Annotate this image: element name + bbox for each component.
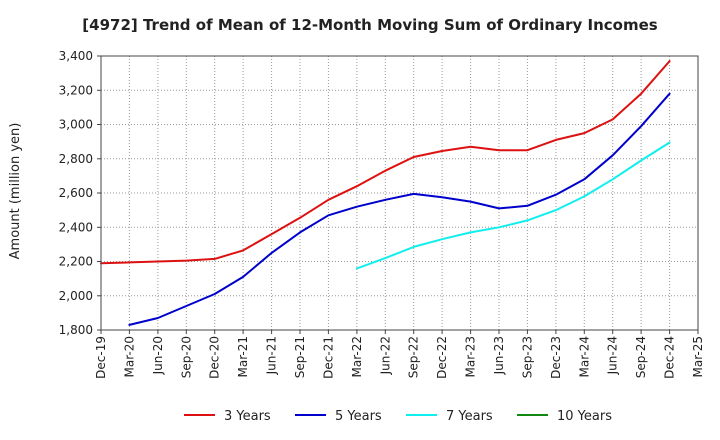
x-tick-label: Sep-22 xyxy=(407,336,421,378)
x-tick-label: Mar-22 xyxy=(350,336,364,377)
y-tick-label: 2,400 xyxy=(59,220,93,234)
x-tick-label: Dec-22 xyxy=(435,336,449,379)
legend-label-10-years: 10 Years xyxy=(557,409,612,424)
legend: 3 Years 5 Years 7 Years 10 Years xyxy=(184,409,612,424)
x-tick-label: Dec-23 xyxy=(549,336,563,379)
x-tick-label: Dec-24 xyxy=(663,336,677,379)
x-tick-label: Jun-24 xyxy=(606,336,620,375)
y-tick-label: 3,200 xyxy=(59,83,93,97)
x-tick-label: Mar-23 xyxy=(464,336,478,377)
legend-label-5-years: 5 Years xyxy=(335,409,382,424)
y-tick-label: 3,400 xyxy=(59,49,93,63)
x-tick-label: Sep-24 xyxy=(634,336,648,378)
x-tick-label: Dec-19 xyxy=(94,336,108,379)
y-tick-label: 2,600 xyxy=(59,186,93,200)
series-line-7-years xyxy=(355,141,671,270)
x-tick-label: Sep-21 xyxy=(293,336,307,378)
x-tick-label: Mar-21 xyxy=(236,336,250,377)
x-tick-label: Jun-21 xyxy=(265,336,279,375)
y-tick-label: 3,000 xyxy=(59,118,93,132)
grid-lines xyxy=(101,56,698,330)
x-tick-label: Jun-23 xyxy=(492,336,506,375)
x-tick-label: Mar-25 xyxy=(691,336,705,377)
series-line-3-years xyxy=(100,60,671,265)
x-tick-label: Sep-20 xyxy=(179,336,193,378)
series-lines xyxy=(100,60,671,326)
legend-label-3-years: 3 Years xyxy=(224,409,271,424)
legend-label-7-years: 7 Years xyxy=(446,409,493,424)
x-tick-label: Jun-20 xyxy=(151,336,165,375)
y-tick-label: 2,200 xyxy=(59,255,93,269)
y-tick-label: 2,000 xyxy=(59,289,93,303)
y-tick-labels: 1,800 2,000 2,200 2,400 2,600 2,800 3,000 3,200… xyxy=(59,49,101,337)
x-tick-label: Sep-23 xyxy=(520,336,534,378)
y-tick-label: 1,800 xyxy=(59,323,93,337)
y-tick-label: 2,800 xyxy=(59,152,93,166)
x-tick-label: Jun-22 xyxy=(378,336,392,375)
x-tick-label: Mar-20 xyxy=(122,336,136,377)
x-tick-label: Mar-24 xyxy=(577,336,591,377)
x-tick-label: Dec-21 xyxy=(321,336,335,379)
chart-title: [4972] Trend of Mean of 12-Month Moving … xyxy=(82,16,657,34)
x-tick-labels: Dec-19 Mar-20 Jun-20 Sep-20 Dec-20 Mar-21 Jun-… xyxy=(94,330,705,379)
x-tick-label: Dec-20 xyxy=(208,336,222,379)
y-axis-label: Amount (million yen) xyxy=(8,123,23,260)
series-line-5-years xyxy=(128,92,671,326)
